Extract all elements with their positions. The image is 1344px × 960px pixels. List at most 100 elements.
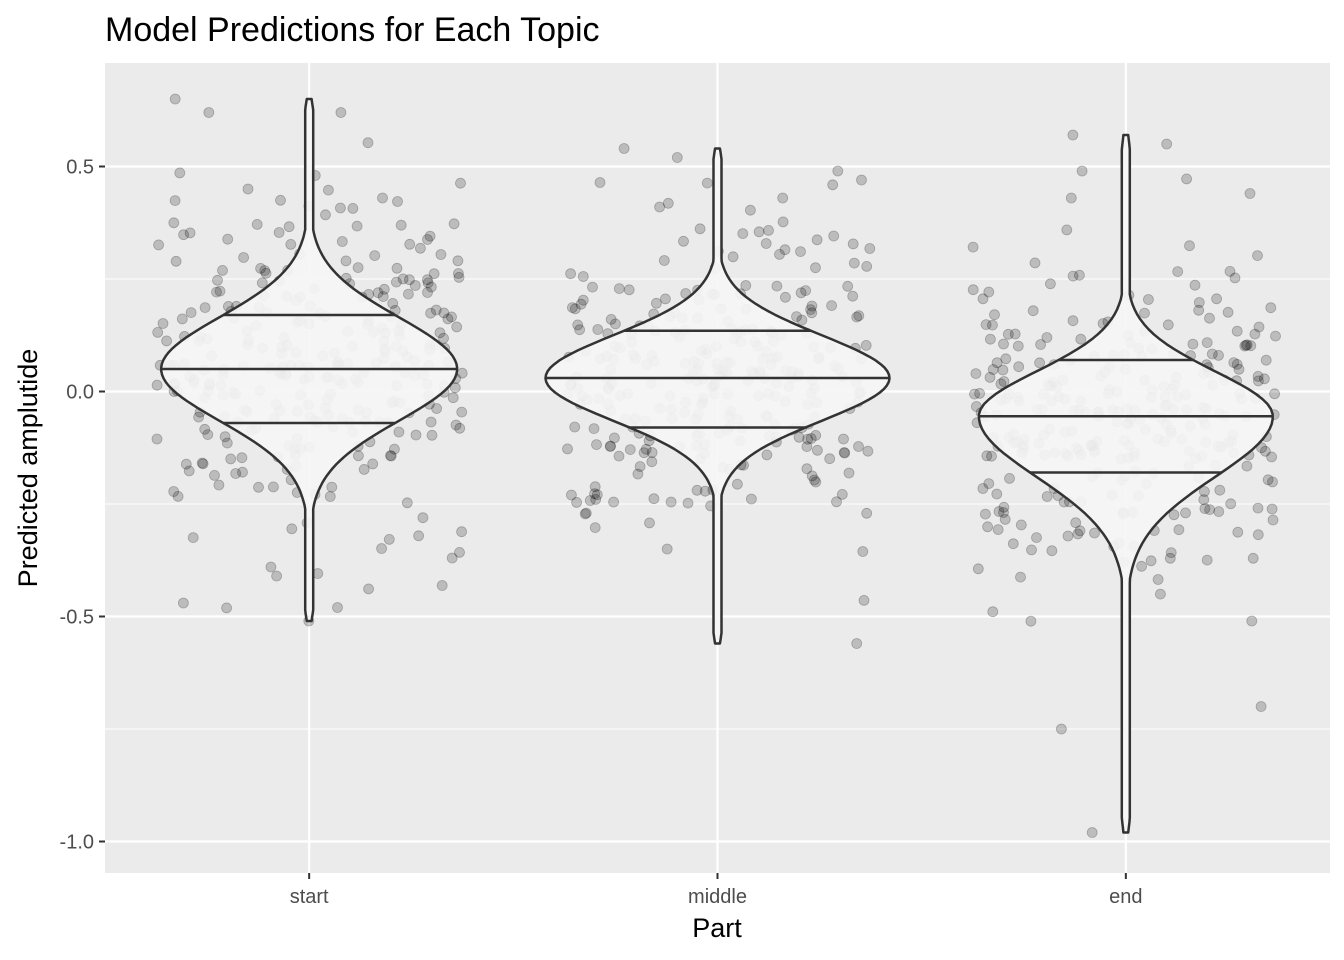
data-point	[861, 260, 873, 272]
data-point	[1027, 305, 1039, 317]
data-point	[771, 280, 783, 292]
data-point	[1184, 240, 1195, 252]
data-point	[151, 433, 163, 445]
data-point	[604, 441, 616, 452]
data-point	[170, 255, 182, 267]
data-point	[802, 433, 814, 445]
y-axis: 0.5 0.0 -0.5 -1.0	[60, 157, 105, 854]
data-point	[425, 416, 437, 428]
data-point	[203, 107, 215, 118]
data-point	[1165, 547, 1177, 558]
data-point	[1252, 250, 1263, 262]
x-axis-title: Part	[692, 913, 742, 943]
data-point	[562, 443, 573, 455]
data-point	[456, 367, 468, 379]
data-point	[826, 300, 837, 312]
data-point	[745, 204, 756, 216]
data-point	[1241, 460, 1253, 472]
data-point	[362, 137, 374, 149]
data-point	[982, 521, 993, 533]
data-point	[172, 490, 184, 502]
data-point	[446, 311, 457, 323]
data-point	[450, 419, 462, 431]
data-point	[998, 501, 1010, 513]
data-point	[425, 307, 437, 319]
data-point	[791, 311, 802, 323]
data-point	[1143, 294, 1154, 305]
data-point	[1222, 306, 1234, 318]
data-point	[740, 280, 752, 291]
data-point	[393, 426, 405, 438]
data-point	[446, 552, 458, 564]
data-point	[1007, 538, 1019, 550]
data-point	[271, 570, 283, 582]
data-point	[1267, 476, 1278, 488]
data-point	[425, 281, 437, 293]
y-tick-label: -1.0	[60, 832, 94, 854]
data-point	[222, 233, 234, 245]
data-point	[763, 224, 774, 236]
data-point	[1074, 525, 1086, 537]
y-tick-label: 0.0	[66, 382, 94, 404]
data-point	[588, 423, 600, 435]
data-point	[168, 217, 180, 229]
data-point	[796, 314, 808, 326]
data-point	[1067, 270, 1079, 282]
data-point	[1164, 552, 1176, 564]
data-point	[1198, 494, 1210, 506]
data-point	[1211, 293, 1222, 305]
data-point	[448, 218, 460, 230]
data-point	[1002, 328, 1014, 340]
data-point	[1181, 173, 1192, 185]
data-point	[1056, 723, 1067, 735]
data-point	[1240, 339, 1252, 351]
data-point	[253, 481, 264, 493]
data-point	[987, 364, 999, 375]
x-tick-label: end	[1109, 886, 1142, 908]
data-point	[153, 239, 165, 251]
data-point	[1232, 526, 1244, 538]
data-point	[456, 526, 468, 538]
data-point	[572, 319, 584, 331]
data-point	[395, 219, 407, 231]
data-point	[1000, 353, 1012, 365]
data-point	[397, 273, 409, 285]
data-point	[974, 387, 985, 399]
data-point	[447, 392, 459, 404]
data-point	[860, 339, 872, 351]
data-point	[992, 524, 1004, 535]
data-point	[169, 195, 181, 207]
data-point	[326, 481, 338, 493]
data-point	[352, 262, 364, 274]
data-point	[806, 470, 818, 482]
data-point	[335, 107, 347, 118]
data-point	[1231, 358, 1243, 370]
data-point	[1075, 333, 1087, 345]
data-point	[387, 297, 399, 309]
data-point	[1259, 373, 1270, 385]
data-point	[1187, 338, 1199, 350]
data-point	[324, 491, 336, 502]
data-point	[1172, 266, 1184, 278]
data-point	[801, 441, 813, 453]
data-point	[199, 302, 211, 314]
data-point	[376, 543, 388, 554]
data-point	[1173, 524, 1185, 536]
data-point	[861, 507, 873, 519]
data-point	[632, 468, 644, 480]
data-point	[810, 429, 822, 441]
x-axis: start middle end	[290, 873, 1143, 908]
data-point	[853, 310, 865, 322]
data-point	[1074, 269, 1085, 281]
data-point	[805, 433, 817, 444]
data-point	[777, 192, 789, 204]
data-point	[174, 167, 186, 179]
data-point	[991, 488, 1003, 500]
data-point	[1045, 278, 1056, 290]
data-point	[152, 326, 164, 338]
data-point	[434, 327, 446, 339]
data-point	[369, 250, 381, 262]
data-point	[1255, 701, 1267, 712]
data-point	[1266, 503, 1278, 515]
data-point	[259, 265, 271, 277]
